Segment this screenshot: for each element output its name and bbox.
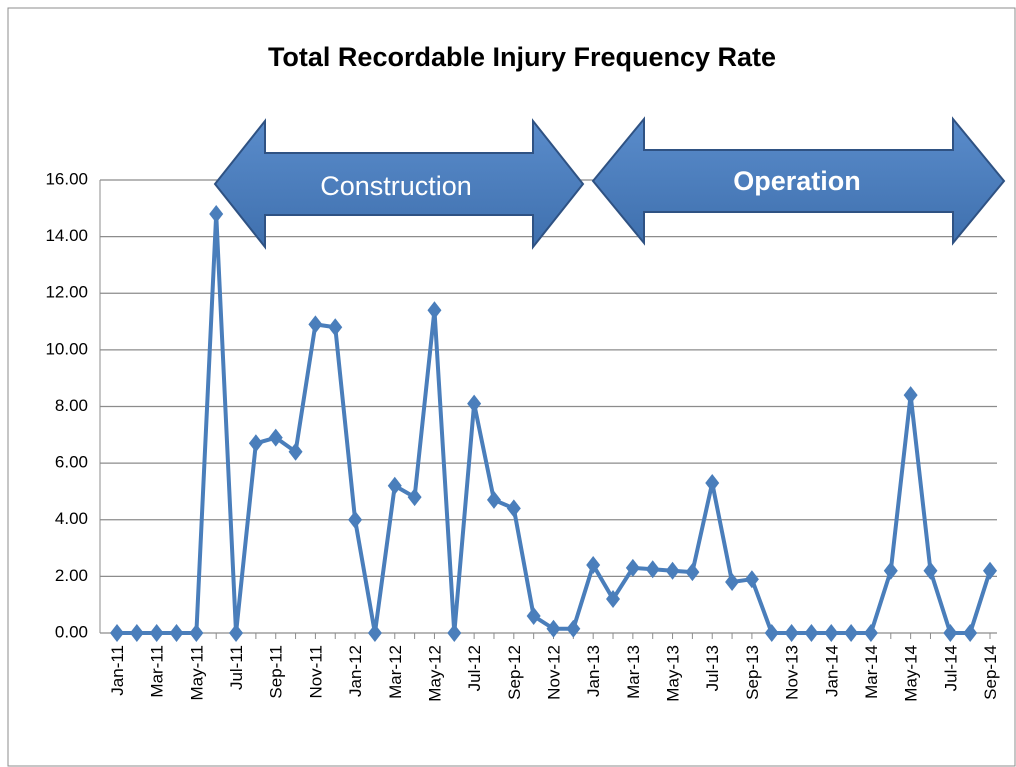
marker — [824, 624, 839, 642]
marker — [447, 624, 462, 642]
marker — [209, 204, 224, 223]
marker — [268, 428, 283, 447]
marker — [546, 619, 561, 638]
x-tick-label: Jan-11 — [108, 645, 127, 696]
marker — [705, 473, 720, 492]
marker — [764, 624, 779, 642]
x-tick-label: Nov-13 — [783, 645, 802, 700]
x-tick-label: Jul-12 — [465, 645, 484, 691]
marker — [288, 442, 303, 461]
marker — [110, 624, 124, 642]
marker — [903, 386, 918, 405]
y-tick-label: 0.00 — [55, 622, 88, 641]
marker — [844, 624, 859, 642]
x-tick-label: Sep-11 — [267, 645, 286, 699]
y-tick-label: 14.00 — [45, 226, 88, 245]
y-tick-label: 16.00 — [45, 169, 88, 188]
y-tick-label: 10.00 — [45, 339, 88, 358]
x-tick-label: Sep-12 — [505, 645, 524, 700]
x-tick-label: May-13 — [664, 645, 683, 702]
marker — [784, 624, 799, 642]
marker — [506, 499, 521, 518]
marker — [566, 619, 581, 638]
marker — [407, 488, 422, 507]
x-tick-label: Mar-11 — [148, 645, 167, 698]
marker — [725, 573, 740, 592]
x-tick-label: Sep-13 — [743, 645, 762, 700]
x-tick-label: Nov-11 — [306, 645, 325, 699]
marker — [983, 561, 997, 580]
x-tick-label: May-11 — [187, 645, 206, 700]
x-tick-label: Jul-14 — [941, 645, 960, 691]
marker — [169, 624, 184, 642]
x-tick-label: Jul-13 — [703, 645, 722, 691]
x-tick-label: May-14 — [902, 645, 921, 702]
y-tick-label: 6.00 — [55, 453, 88, 472]
y-tick-label: 12.00 — [45, 283, 88, 302]
marker — [149, 624, 164, 642]
marker — [685, 563, 700, 582]
marker — [367, 624, 382, 642]
x-tick-label: Mar-14 — [862, 645, 881, 699]
construction-arrow: Construction — [213, 118, 585, 250]
marker — [665, 561, 680, 580]
x-tick-label: Mar-13 — [624, 645, 643, 699]
marker — [883, 561, 898, 580]
marker — [348, 510, 363, 529]
marker — [586, 556, 601, 575]
marker — [606, 590, 621, 609]
marker — [248, 434, 263, 453]
x-tick-label: May-12 — [425, 645, 444, 702]
x-tick-label: Mar-12 — [386, 645, 405, 699]
marker — [645, 560, 660, 579]
marker — [526, 607, 541, 626]
marker — [625, 558, 640, 577]
marker — [129, 624, 144, 642]
x-tick-label: Jan-14 — [822, 645, 841, 697]
y-tick-label: 2.00 — [55, 566, 88, 585]
marker — [387, 476, 402, 495]
annotation: Construction — [320, 171, 472, 201]
marker — [963, 624, 978, 642]
x-tick-label: Nov-12 — [545, 645, 564, 700]
marker — [486, 490, 501, 509]
marker — [229, 624, 244, 642]
marker — [308, 315, 323, 334]
x-tick-label: Jan-13 — [584, 645, 603, 697]
marker — [923, 561, 938, 580]
marker — [467, 394, 482, 413]
marker — [943, 624, 958, 642]
annotation: Operation — [733, 166, 861, 196]
operation-arrow: Operation — [591, 116, 1006, 246]
y-tick-label: 4.00 — [55, 509, 88, 528]
y-tick-label: 8.00 — [55, 396, 88, 415]
chart-title: Total Recordable Injury Frequency Rate — [268, 42, 776, 72]
marker — [189, 624, 204, 642]
x-tick-label: Jul-11 — [227, 645, 246, 690]
marker — [328, 318, 343, 337]
marker — [427, 301, 442, 320]
marker — [744, 570, 759, 589]
marker — [863, 624, 878, 642]
x-tick-label: Jan-12 — [346, 645, 365, 697]
x-tick-label: Sep-14 — [981, 645, 1000, 700]
marker — [804, 624, 819, 642]
